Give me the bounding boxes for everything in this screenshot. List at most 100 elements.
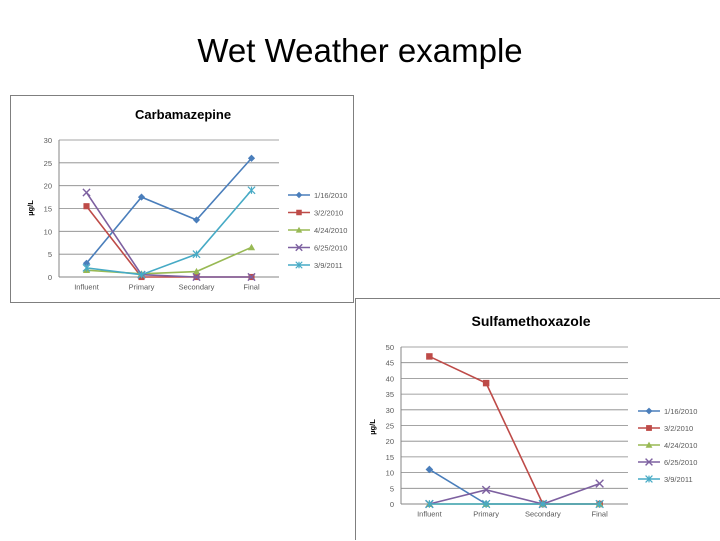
y-tick-label: 0: [390, 500, 394, 509]
data-point: [481, 499, 491, 509]
data-point: [82, 259, 91, 267]
data-point: [192, 250, 201, 259]
sulfamethoxazole-chart: Sulfamethoxazole µg/L 0 5 10 15 20 25 30 35 40 45 50…: [355, 298, 720, 540]
legend-entry: 4/24/2010: [638, 441, 697, 450]
sulfamethoxazole-chart-svg: Sulfamethoxazole µg/L 0 5 10 15 20 25 30 35 40 45 50…: [368, 313, 697, 519]
legend-entry: 3/2/2010: [638, 424, 693, 433]
y-tick-label: 15: [386, 453, 394, 462]
y-tick-label: 45: [386, 359, 394, 368]
data-point: [538, 499, 548, 509]
data-point: [595, 499, 604, 509]
legend-entry: 6/25/2010: [288, 244, 347, 253]
data-point: [247, 272, 256, 282]
series-1/16/2010: [425, 465, 604, 508]
x-tick-label: Secondary: [179, 283, 215, 292]
series-line: [429, 482, 600, 505]
legend-marker: [645, 407, 653, 415]
data-point: [481, 485, 491, 495]
series-3/2/2010: [83, 203, 255, 281]
legend-label: 6/25/2010: [314, 244, 347, 253]
legend-entry: 4/24/2010: [288, 226, 347, 235]
legend-entry: 6/25/2010: [638, 458, 697, 467]
series-line: [86, 246, 252, 275]
legend-label: 3/9/2011: [664, 475, 693, 484]
data-point: [137, 193, 146, 201]
y-tick-label: 50: [386, 343, 394, 352]
y-tick-label: 30: [386, 406, 394, 415]
legend-marker: [295, 261, 303, 269]
x-tick-label: Influent: [74, 283, 100, 292]
series-line: [86, 189, 253, 276]
carbamazepine-y-axis-label: µg/L: [26, 200, 35, 216]
carbamazepine-chart-svg: Carbamazepine µg/L 0 5 10 15 20 25 30 Influent Pri…: [26, 107, 347, 292]
legend-marker: [295, 191, 303, 199]
data-point: [82, 188, 91, 197]
y-tick-label: 5: [48, 250, 52, 259]
legend-label: 3/2/2010: [314, 209, 343, 218]
x-tick-label: Final: [591, 510, 608, 519]
data-point: [82, 263, 91, 272]
data-point: [83, 203, 90, 210]
legend-label: 4/24/2010: [314, 226, 347, 235]
data-point: [192, 272, 201, 282]
y-tick-label: 25: [386, 422, 394, 431]
y-tick-label: 35: [386, 390, 394, 399]
series-line: [85, 205, 252, 278]
legend-label: 3/9/2011: [314, 261, 343, 270]
data-point: [247, 186, 256, 195]
carbamazepine-chart-title: Carbamazepine: [135, 107, 231, 122]
y-tick-label: 40: [386, 374, 394, 383]
data-point: [595, 479, 604, 488]
y-tick-label: 10: [386, 469, 394, 478]
x-tick-label: Primary: [129, 283, 155, 292]
legend-marker: [295, 243, 303, 252]
y-tick-label: 20: [386, 437, 394, 446]
y-tick-label: 15: [44, 205, 52, 214]
y-tick-label: 25: [44, 159, 52, 168]
slide-title: Wet Weather example: [197, 32, 523, 69]
legend-entry: 3/9/2011: [638, 475, 693, 484]
legend-entry: 1/16/2010: [288, 191, 347, 200]
legend-label: 4/24/2010: [664, 441, 697, 450]
y-tick-label: 30: [44, 136, 52, 145]
legend-entry: 3/9/2011: [288, 261, 343, 270]
legend-label: 3/2/2010: [664, 424, 693, 433]
legend-marker: [645, 458, 653, 466]
series-3/9/2011: [82, 186, 256, 279]
sulfamethoxazole-chart-title: Sulfamethoxazole: [471, 313, 590, 329]
x-tick-label: Secondary: [525, 510, 561, 519]
y-tick-label: 10: [44, 227, 52, 236]
legend-marker: [646, 425, 652, 431]
data-point: [247, 154, 256, 162]
x-tick-label: Influent: [417, 510, 443, 519]
y-tick-label: 0: [48, 273, 52, 282]
x-tick-label: Primary: [473, 510, 499, 519]
y-tick-label: 5: [390, 484, 394, 493]
series-line: [85, 157, 253, 264]
data-point: [192, 216, 201, 224]
legend-label: 1/16/2010: [664, 407, 697, 416]
series-1/16/2010: [82, 154, 256, 267]
data-point: [482, 379, 490, 387]
series-line: [85, 192, 252, 278]
data-point: [426, 353, 433, 360]
data-point: [425, 465, 434, 474]
legend-label: 6/25/2010: [664, 458, 697, 467]
legend-entry: 1/16/2010: [638, 407, 697, 416]
data-point: [425, 499, 434, 509]
data-point: [192, 267, 201, 275]
legend-entry: 3/2/2010: [288, 209, 343, 218]
data-point: [247, 243, 256, 251]
x-tick-label: Final: [243, 283, 260, 292]
series-4/24/2010: [82, 243, 256, 277]
carbamazepine-chart: Carbamazepine µg/L 0 5 10 15 20 25 30 Influent Pri…: [10, 95, 354, 303]
legend-marker: [645, 441, 653, 448]
legend-marker: [296, 209, 302, 216]
series-3/9/2011: [425, 499, 604, 509]
legend-label: 1/16/2010: [314, 191, 347, 200]
data-point: [137, 270, 146, 279]
y-tick-label: 20: [44, 182, 52, 191]
series-line: [428, 468, 600, 505]
sulfamethoxazole-y-axis-label: µg/L: [368, 419, 377, 435]
legend-marker: [295, 226, 303, 233]
